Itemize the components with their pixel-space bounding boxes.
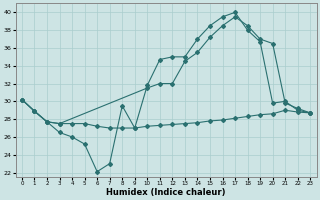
X-axis label: Humidex (Indice chaleur): Humidex (Indice chaleur) (106, 188, 226, 197)
